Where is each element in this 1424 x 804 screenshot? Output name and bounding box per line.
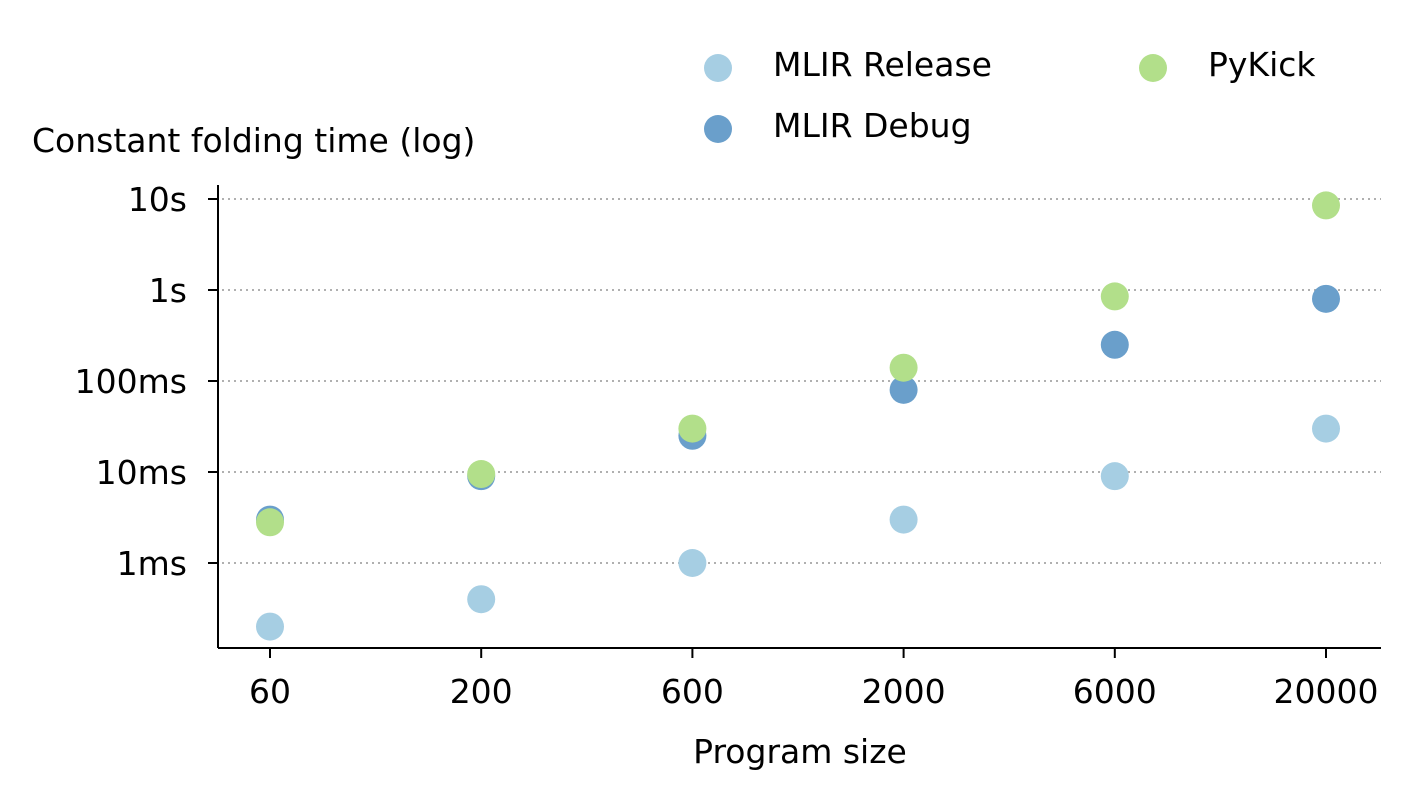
data-point bbox=[467, 460, 496, 489]
legend: MLIR Release MLIR Debug PyKick bbox=[704, 45, 1316, 145]
legend-label: MLIR Release bbox=[773, 45, 992, 84]
data-point bbox=[1100, 462, 1129, 491]
x-tick-label: 6000 bbox=[1073, 672, 1157, 711]
data-point bbox=[678, 414, 707, 443]
data-point bbox=[889, 375, 918, 404]
data-points bbox=[256, 191, 1340, 641]
data-point bbox=[678, 549, 707, 577]
x-tick-label: 200 bbox=[450, 672, 513, 711]
data-point bbox=[1312, 284, 1340, 313]
y-axis-ticks: 1ms 10ms 100ms 1s 10s bbox=[75, 180, 218, 583]
y-tick-label: 100ms bbox=[75, 362, 187, 401]
x-axis-title: Program size bbox=[693, 732, 907, 771]
data-point bbox=[256, 508, 284, 537]
x-tick-label: 600 bbox=[661, 672, 724, 711]
x-tick-label: 60 bbox=[249, 672, 291, 711]
y-tick-label: 10ms bbox=[96, 453, 187, 492]
data-point bbox=[1100, 330, 1129, 359]
y-axis-title: Constant folding time (log) bbox=[32, 121, 475, 160]
y-tick-label: 1s bbox=[149, 271, 187, 310]
x-axis-ticks: 60 200 600 2000 6000 20000 bbox=[249, 648, 1378, 711]
legend-marker bbox=[704, 54, 732, 82]
data-point bbox=[467, 585, 496, 614]
data-point bbox=[1312, 191, 1340, 220]
legend-label: PyKick bbox=[1208, 45, 1316, 84]
x-tick-label: 2000 bbox=[862, 672, 946, 711]
legend-label: MLIR Debug bbox=[773, 106, 972, 145]
legend-marker bbox=[704, 115, 732, 143]
data-point bbox=[256, 612, 284, 641]
data-point bbox=[1312, 414, 1340, 443]
data-point bbox=[1100, 282, 1129, 311]
y-tick-label: 10s bbox=[128, 180, 187, 219]
gridlines bbox=[222, 198, 1381, 564]
data-point bbox=[889, 505, 918, 534]
x-tick-label: 20000 bbox=[1274, 672, 1379, 711]
data-point bbox=[889, 353, 918, 382]
legend-marker bbox=[1139, 54, 1167, 82]
y-tick-label: 1ms bbox=[117, 544, 187, 583]
